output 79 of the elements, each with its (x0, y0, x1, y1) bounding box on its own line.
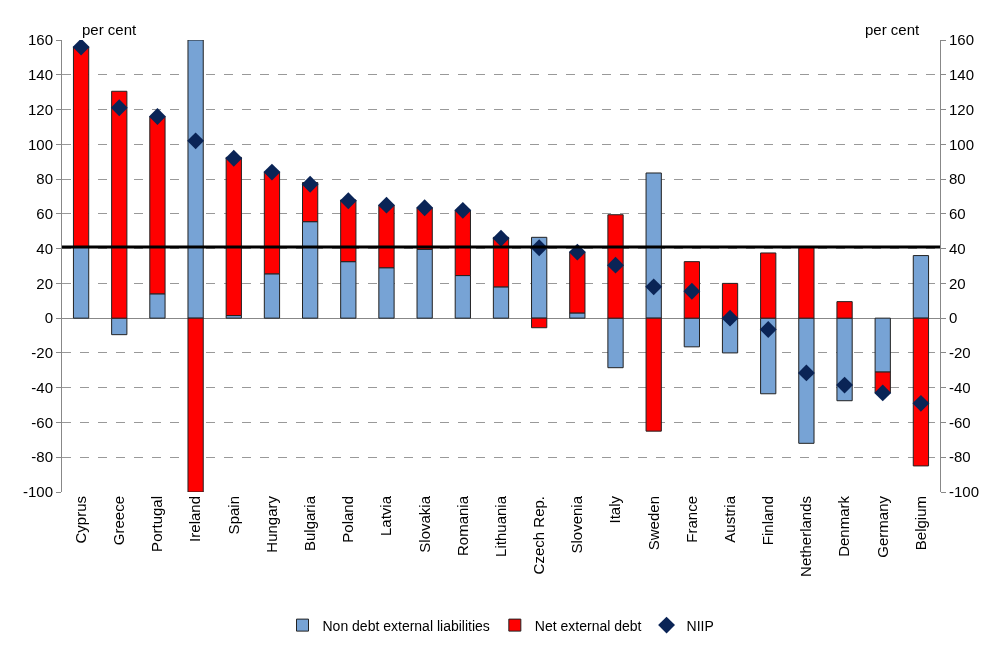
bar (72, 246, 90, 319)
point (874, 384, 892, 402)
y2-tick-label: -40 (949, 378, 971, 396)
y2-tick-label: 0 (949, 309, 958, 327)
legend-label: NIIP (686, 617, 714, 634)
x-tick-label: Italy (606, 495, 624, 524)
y-tick-label: 120 (27, 100, 53, 118)
x-tick-label: Greece (110, 496, 128, 546)
point (454, 201, 472, 219)
y2-axis-title: per cent (865, 21, 921, 38)
y-tick-label: 20 (36, 274, 53, 292)
x-tick-label: Slovakia (415, 495, 433, 553)
legend-label: Net external debt (534, 617, 642, 634)
point (645, 278, 663, 296)
point (721, 309, 739, 327)
x-tick-label: Slovenia (568, 495, 586, 554)
y-tick-label: -60 (31, 413, 53, 431)
y-tick-label: -100 (22, 483, 53, 501)
x-tick-label: Bulgaria (301, 495, 319, 552)
x-tick-label: Denmark (835, 495, 853, 557)
y2-tick-label: -20 (949, 344, 971, 362)
x-tick-label: Sweden (644, 496, 662, 551)
point (72, 40, 90, 56)
y2-tick-label: 160 (949, 31, 975, 49)
point (301, 175, 319, 193)
bar (72, 46, 90, 248)
y-tick-label: 40 (36, 239, 53, 257)
y2-tick-label: 80 (949, 170, 966, 188)
y-tick-label: 60 (36, 205, 53, 223)
point (797, 364, 815, 382)
x-tick-label: Lithuania (491, 495, 509, 557)
point (683, 282, 701, 300)
y-tick-label: 80 (36, 170, 53, 188)
x-tick-label: Hungary (262, 495, 280, 553)
y2-tick-label: -80 (949, 448, 971, 466)
y-tick-label: -80 (31, 448, 53, 466)
y-axis-title: per cent (82, 21, 138, 38)
x-tick-label: Romania (453, 495, 471, 557)
point (339, 192, 357, 210)
point (378, 196, 395, 214)
point (187, 132, 205, 150)
x-tick-label: France (682, 496, 700, 543)
point (759, 321, 777, 338)
point (225, 149, 243, 167)
x-tick-label: Poland (339, 496, 357, 543)
x-tick-label: Spain (224, 496, 242, 535)
legend-label: Non debt external liabilities (322, 617, 490, 634)
bar (225, 156, 242, 317)
y2-tick-label: 140 (949, 66, 975, 84)
x-tick-label: Netherlands (797, 496, 815, 577)
point (492, 229, 510, 247)
y2-tick-label: -60 (949, 413, 971, 431)
point (912, 394, 930, 412)
x-tick-label: Latvia (377, 495, 395, 537)
x-tick-label: Ireland (186, 496, 204, 542)
y-tick-label: -40 (31, 378, 53, 396)
x-tick-label: Germany (873, 495, 891, 558)
x-tick-label: Austria (720, 495, 738, 543)
y2-tick-label: 60 (949, 205, 966, 223)
x-tick-label: Cyprus (71, 496, 89, 544)
point (416, 199, 434, 217)
y2-tick-label: -100 (949, 483, 980, 501)
y-tick-label: -20 (31, 344, 53, 362)
point (263, 163, 281, 181)
y-tick-label: 100 (27, 135, 53, 153)
y2-tick-label: 40 (949, 239, 966, 257)
point (836, 376, 854, 394)
point (110, 99, 128, 117)
point (148, 108, 166, 125)
y2-tick-label: 100 (949, 135, 975, 153)
y2-tick-label: 20 (949, 274, 966, 292)
y2-tick-label: 120 (949, 100, 975, 118)
y-tick-label: 0 (44, 309, 53, 327)
x-tick-label: Finland (759, 496, 777, 546)
x-tick-label: Belgium (911, 496, 929, 551)
x-tick-label: Czech Rep. (530, 496, 548, 575)
y-tick-label: 140 (27, 66, 53, 84)
y-tick-label: 160 (27, 31, 53, 49)
x-tick-label: Portugal (148, 496, 166, 552)
